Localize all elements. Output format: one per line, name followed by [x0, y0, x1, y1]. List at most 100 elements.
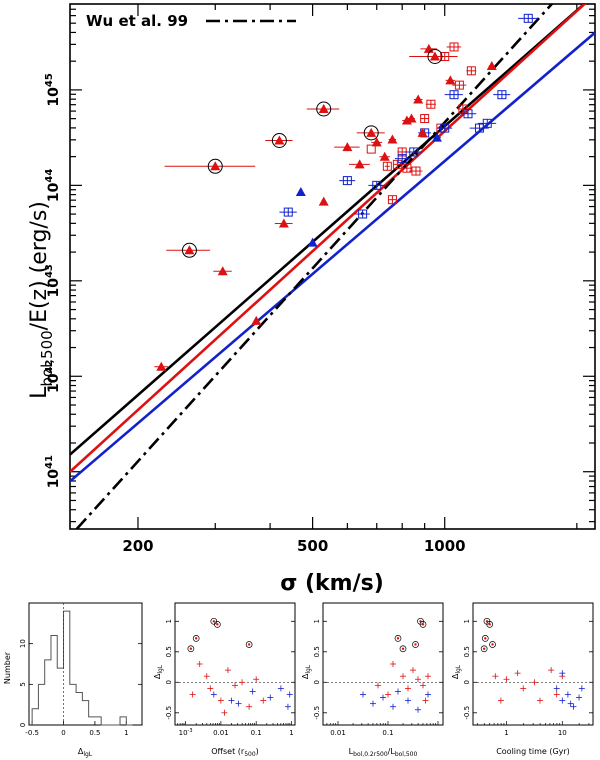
circled-point-core	[482, 647, 486, 650]
blue-square-point	[497, 90, 507, 100]
fit-line-blue-fit	[70, 31, 595, 483]
y-tick-exp: 43	[44, 264, 55, 278]
small-y-tick-label: 0.5	[165, 646, 173, 657]
red-square-point	[382, 161, 392, 171]
small-y-tick-label: 0	[313, 680, 321, 684]
circled-point-core	[216, 623, 219, 626]
red-triangle-point-circle	[271, 133, 287, 148]
legend-label: Wu et al. 99	[86, 12, 188, 30]
hist-x-tick-label: 0	[61, 729, 65, 737]
cooling-y-label: ΔlgL	[451, 664, 462, 679]
red-triangle-point	[184, 245, 195, 255]
blue-square-point	[440, 123, 450, 133]
lumratio-ylabel-sub: lgL	[305, 664, 312, 673]
fit-line-all-fit	[70, 4, 587, 456]
hist-bar	[64, 611, 70, 725]
fit-line-wu99	[75, 4, 554, 529]
hist-x-tick-label: 1	[124, 729, 128, 737]
red-triangle-point	[417, 127, 428, 137]
y-tick-exp: 44	[44, 169, 55, 183]
small-x-tick-label: 1	[504, 729, 508, 737]
circled-point	[214, 620, 221, 628]
red-triangle-point	[406, 113, 417, 123]
small-x-tick-label: 0.01	[330, 729, 346, 737]
circled-point-core	[484, 637, 487, 640]
y-tick-exp: 45	[44, 73, 55, 87]
red-square-point	[454, 80, 464, 90]
red-triangle-point	[387, 134, 398, 144]
small-y-tick-label: 1	[165, 619, 173, 623]
blue-square-point	[482, 118, 492, 128]
hist-bar	[95, 717, 101, 725]
blue-square-point	[342, 176, 352, 186]
lumratio-y-label: ΔlgL	[301, 664, 312, 679]
lumratio-ylabel-main: Δ	[301, 673, 310, 679]
main-axis-ticks	[70, 4, 595, 529]
red-triangle-point	[486, 61, 497, 71]
small-y-tick-label: -0.5	[313, 706, 321, 720]
offset-content: -0.5 0 0.5 1 10-3 0.01 0.1 1	[165, 617, 295, 737]
circled-point	[192, 635, 200, 642]
circled-point-core	[421, 623, 425, 626]
red-triangle-point	[217, 266, 228, 276]
lumratio-xlabel-sub: bol,0.2r500	[353, 751, 388, 758]
red-triangle-point-circle	[427, 49, 443, 64]
hist-bar	[120, 717, 126, 725]
blue-square-point	[372, 180, 382, 190]
red-triangle-point	[156, 361, 167, 371]
hist-frame	[28, 602, 143, 726]
blue-square-point	[397, 154, 407, 164]
ylabel-tail: /E(z) (erg/s)	[27, 201, 52, 330]
small-y-tick-label: 1	[463, 619, 471, 623]
small-x-tick-label: 0.01	[213, 729, 229, 737]
blue-square-point	[409, 147, 419, 157]
red-triangle-point	[318, 196, 329, 206]
hist-bar	[45, 660, 51, 725]
hist-xlabel-main: Δ	[78, 747, 84, 756]
lumratio-xlabel-main: L	[349, 747, 354, 756]
red-triangle-point-circle	[207, 158, 223, 174]
hist-bar	[89, 717, 95, 725]
circled-point	[489, 641, 496, 648]
offset-xlabel-sub: 500	[244, 751, 256, 758]
hist-outline	[31, 610, 133, 726]
circled-point	[486, 620, 494, 628]
red-triangle-point-circle	[316, 101, 332, 117]
y-tick-base: 10	[46, 373, 62, 393]
blue-triangle-point	[295, 187, 306, 197]
cooling-content: -0.5 0 0.5 1 1 10	[463, 617, 593, 737]
lumratio-xlabel-tail: /L	[388, 747, 396, 756]
red-triangle-point	[354, 159, 365, 169]
y-tick-label: 1043	[44, 264, 62, 297]
circled-point-core	[396, 637, 400, 640]
main-plot-frame	[69, 3, 596, 530]
small-y-tick-label: 1	[313, 619, 321, 623]
red-triangle-point	[413, 94, 424, 104]
red-triangle-point-circle	[181, 242, 197, 258]
hist-x-tick-label: 0.5	[89, 729, 100, 737]
hist-bar	[51, 636, 57, 725]
small-y-tick-label: -0.5	[165, 706, 173, 720]
ylabel-sub: bol,500	[38, 330, 56, 386]
circled-point	[412, 641, 419, 648]
y-tick-base: 10	[46, 469, 62, 489]
small-y-tick-label: -0.5	[463, 706, 471, 720]
red-triangle-point	[371, 137, 382, 147]
red-triangle-point	[429, 51, 440, 61]
offset-ylabel-sub: lgL	[157, 664, 164, 673]
red-triangle-point	[445, 75, 456, 85]
hist-y-label: Number	[3, 651, 12, 684]
y-tick-exp: 42	[44, 360, 55, 374]
small-y-tick-label: 5	[19, 682, 27, 686]
y-tick-base: 10	[46, 87, 62, 107]
small-x-tick-base: 10	[179, 729, 188, 737]
circled-point	[187, 645, 195, 653]
circled-point-core	[401, 647, 405, 650]
blue-square-point	[449, 90, 459, 100]
fit-line-red-fit	[70, 4, 587, 473]
red-triangle-point	[278, 218, 289, 228]
circled-point-core	[488, 623, 491, 626]
small-x-tick-label: 10-3	[179, 728, 193, 737]
red-triangle-point	[318, 104, 329, 113]
